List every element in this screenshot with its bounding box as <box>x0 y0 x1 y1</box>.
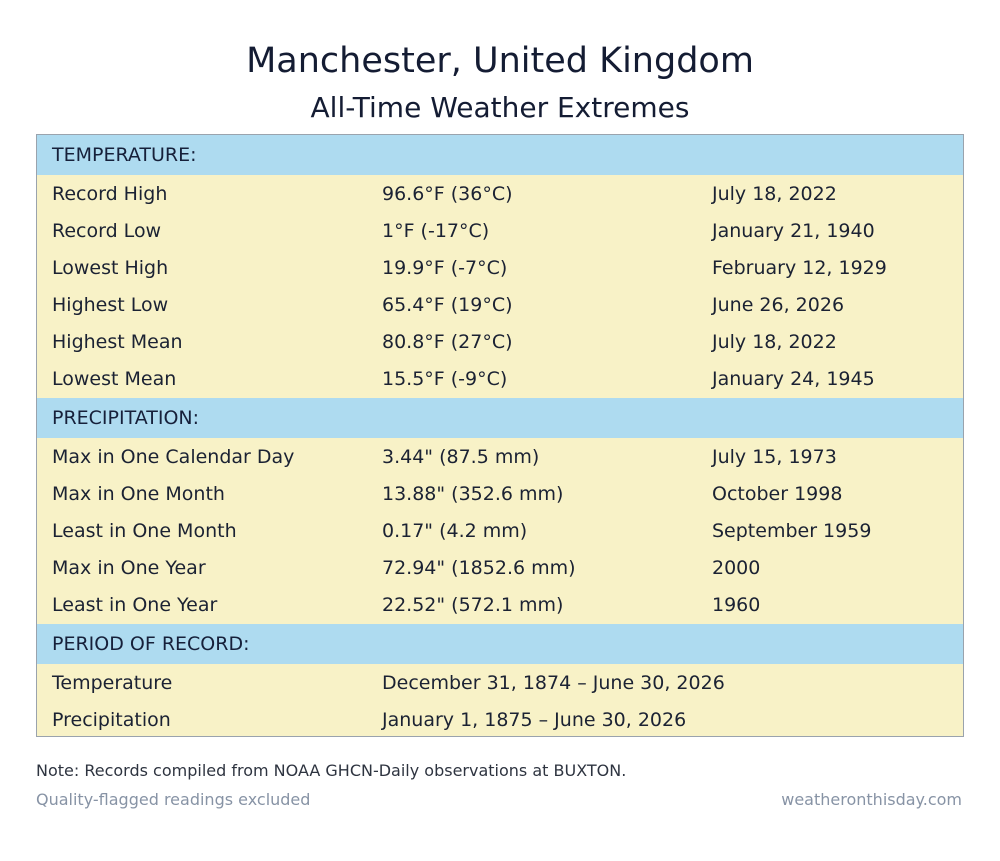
section-header-temperature: TEMPERATURE: <box>37 135 963 175</box>
row-value: 22.52" (572.1 mm) <box>382 594 564 616</box>
table-row: Least in One Year 22.52" (572.1 mm) 1960 <box>37 587 963 624</box>
row-label: Temperature <box>52 672 173 694</box>
row-value: 13.88" (352.6 mm) <box>382 483 564 505</box>
table-row: Record Low 1°F (-17°C) January 21, 1940 <box>37 213 963 250</box>
row-value: 3.44" (87.5 mm) <box>382 446 540 468</box>
row-value: 96.6°F (36°C) <box>382 183 513 205</box>
footnote: Note: Records compiled from NOAA GHCN-Da… <box>36 761 627 780</box>
row-label: Precipitation <box>52 709 171 731</box>
row-label: Lowest High <box>52 257 169 279</box>
table-row: Highest Mean 80.8°F (27°C) July 18, 2022 <box>37 324 963 361</box>
row-date: 1960 <box>712 594 761 616</box>
row-date: July 15, 1973 <box>712 446 837 468</box>
section-header-precipitation: PRECIPITATION: <box>37 398 963 438</box>
row-date: October 1998 <box>712 483 843 505</box>
table-row: Lowest Mean 15.5°F (-9°C) January 24, 19… <box>37 361 963 398</box>
row-date: July 18, 2022 <box>712 183 837 205</box>
row-label: Record High <box>52 183 168 205</box>
row-date: September 1959 <box>712 520 872 542</box>
row-label: Lowest Mean <box>52 368 177 390</box>
row-value: 1°F (-17°C) <box>382 220 490 242</box>
row-date: July 18, 2022 <box>712 331 837 353</box>
quality-note: Quality-flagged readings excluded <box>36 790 311 809</box>
table-row: Temperature December 31, 1874 – June 30,… <box>37 665 963 702</box>
row-label: Least in One Year <box>52 594 218 616</box>
row-date: June 26, 2026 <box>712 294 845 316</box>
row-label: Record Low <box>52 220 162 242</box>
row-value: 65.4°F (19°C) <box>382 294 513 316</box>
row-label: Max in One Month <box>52 483 225 505</box>
table-row: Record High 96.6°F (36°C) July 18, 2022 <box>37 176 963 213</box>
table-row: Max in One Calendar Day 3.44" (87.5 mm) … <box>37 439 963 476</box>
row-date: 2000 <box>712 557 761 579</box>
row-label: Highest Mean <box>52 331 183 353</box>
source-credit: weatheronthisday.com <box>781 790 962 809</box>
row-value: 0.17" (4.2 mm) <box>382 520 528 542</box>
page-title: Manchester, United Kingdom <box>246 41 754 81</box>
row-label: Max in One Year <box>52 557 206 579</box>
table-row: Highest Low 65.4°F (19°C) June 26, 2026 <box>37 287 963 324</box>
row-value: 80.8°F (27°C) <box>382 331 513 353</box>
row-value: 72.94" (1852.6 mm) <box>382 557 576 579</box>
extremes-table: TEMPERATURE: Record High 96.6°F (36°C) J… <box>36 134 964 737</box>
row-date: January 24, 1945 <box>712 368 875 390</box>
row-value: December 31, 1874 – June 30, 2026 <box>382 672 725 694</box>
row-label: Highest Low <box>52 294 169 316</box>
row-value: 19.9°F (-7°C) <box>382 257 508 279</box>
page-subtitle: All-Time Weather Extremes <box>310 91 690 124</box>
row-value: 15.5°F (-9°C) <box>382 368 508 390</box>
table-row: Least in One Month 0.17" (4.2 mm) Septem… <box>37 513 963 550</box>
table-row: Max in One Year 72.94" (1852.6 mm) 2000 <box>37 550 963 587</box>
table-row: Lowest High 19.9°F (-7°C) February 12, 1… <box>37 250 963 287</box>
row-value: January 1, 1875 – June 30, 2026 <box>382 709 687 731</box>
row-date: February 12, 1929 <box>712 257 887 279</box>
section-header-period-of-record: PERIOD OF RECORD: <box>37 624 963 664</box>
row-date: January 21, 1940 <box>712 220 875 242</box>
table-row: Precipitation January 1, 1875 – June 30,… <box>37 702 963 739</box>
table-row: Max in One Month 13.88" (352.6 mm) Octob… <box>37 476 963 513</box>
row-label: Max in One Calendar Day <box>52 446 295 468</box>
row-label: Least in One Month <box>52 520 237 542</box>
